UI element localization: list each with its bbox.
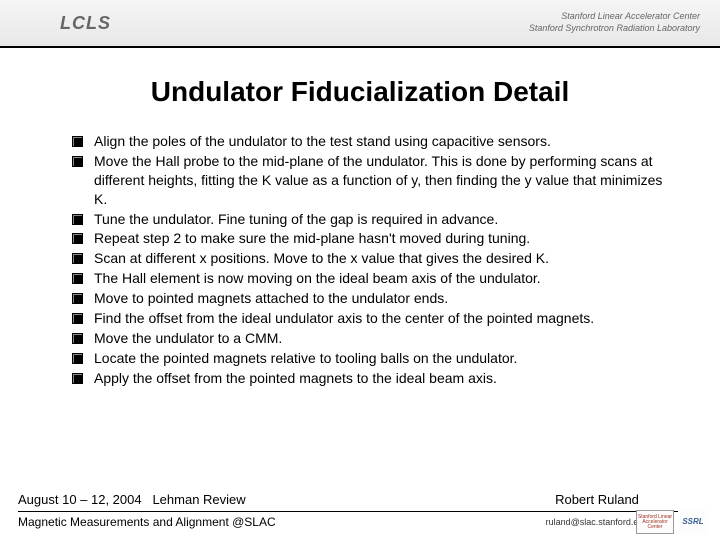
bullet-item: The Hall element is now moving on the id… — [72, 269, 664, 288]
slac-logo-icon: Stanford Linear Accelerator Center — [636, 510, 674, 534]
lab-line1: Stanford Linear Accelerator Center — [529, 11, 700, 23]
ssrl-logo-icon: SSRL — [678, 510, 708, 534]
footer-bottom-row: Magnetic Measurements and Alignment @SLA… — [18, 515, 702, 529]
footer: August 10 – 12, 2004 Lehman Review Rober… — [0, 486, 720, 540]
footer-date: August 10 – 12, 2004 — [18, 492, 142, 507]
bullet-item: Move to pointed magnets attached to the … — [72, 289, 664, 308]
top-header: LCLS Stanford Linear Accelerator Center … — [0, 0, 720, 48]
lab-line2: Stanford Synchrotron Radiation Laborator… — [529, 23, 700, 35]
lab-name: Stanford Linear Accelerator Center Stanf… — [529, 11, 700, 34]
footer-divider — [18, 511, 702, 512]
bullet-item: Tune the undulator. Fine tuning of the g… — [72, 210, 664, 229]
bullet-item: Move the Hall probe to the mid-plane of … — [72, 152, 664, 209]
bullet-item: Move the undulator to a CMM. — [72, 329, 664, 348]
bullet-item: Locate the pointed magnets relative to t… — [72, 349, 664, 368]
bullet-item: Apply the offset from the pointed magnet… — [72, 369, 664, 388]
bullet-item: Align the poles of the undulator to the … — [72, 132, 664, 151]
footer-event: Lehman Review — [152, 492, 245, 507]
footer-author: Robert Ruland — [492, 492, 702, 507]
bullet-item: Repeat step 2 to make sure the mid-plane… — [72, 229, 664, 248]
bullet-list: Align the poles of the undulator to the … — [72, 132, 664, 388]
content-area: Align the poles of the undulator to the … — [0, 132, 720, 388]
slide-title: Undulator Fiducialization Detail — [0, 76, 720, 108]
bullet-item: Find the offset from the ideal undulator… — [72, 309, 664, 328]
footer-logos: Stanford Linear Accelerator Center SSRL — [636, 510, 708, 534]
footer-subtitle: Magnetic Measurements and Alignment @SLA… — [18, 515, 492, 529]
footer-date-event: August 10 – 12, 2004 Lehman Review — [18, 492, 492, 507]
bullet-item: Scan at different x positions. Move to t… — [72, 249, 664, 268]
footer-top-row: August 10 – 12, 2004 Lehman Review Rober… — [18, 492, 702, 507]
lcls-logo: LCLS — [60, 13, 111, 34]
